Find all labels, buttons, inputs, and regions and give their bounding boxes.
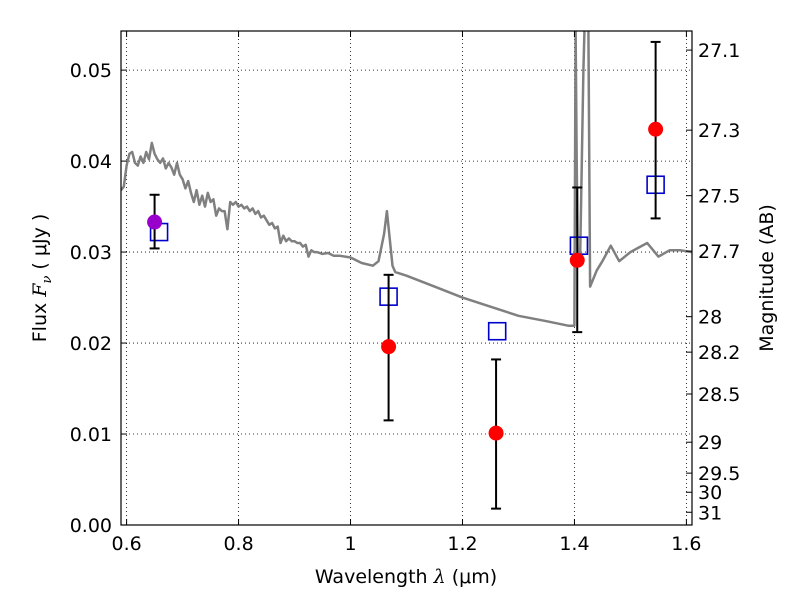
- y-tick-label: 0.04: [70, 151, 112, 173]
- x-tick-label: 1.2: [447, 533, 477, 555]
- y2-tick-label: 29: [698, 432, 722, 454]
- y2-tick-label: 28.5: [698, 384, 740, 406]
- y-tick-label: 0.02: [70, 333, 112, 355]
- y2-tick-label: 27.5: [698, 186, 740, 208]
- y2-tick-label: 27.7: [698, 241, 740, 263]
- observation-point: [648, 121, 664, 137]
- x-tick-label: 1.6: [671, 533, 701, 555]
- y-tick-label: 0.01: [70, 424, 112, 446]
- observation-point: [488, 425, 504, 441]
- observation-point: [147, 214, 163, 230]
- y2-tick-label: 30: [698, 482, 722, 504]
- y2-axis-label: Magnitude (AB): [756, 204, 778, 352]
- y-axis-label: Flux Fν ( μJy ): [29, 214, 55, 343]
- y2-tick-label: 27.3: [698, 120, 740, 142]
- y2-tick-label: 28: [698, 307, 722, 329]
- x-tick-label: 1: [344, 533, 356, 555]
- y-tick-label: 0.03: [70, 242, 112, 264]
- y-tick-label: 0.05: [70, 60, 112, 82]
- x-tick-label: 0.6: [111, 533, 141, 555]
- axis-ticks: 0.6 0.8 1 1.2 1.4 1.6 0.00 0.01 0.02 0.03 0.04 0.05…: [70, 31, 740, 555]
- model-spectrum-line: [121, 31, 692, 328]
- x-tick-label: 0.8: [223, 533, 253, 555]
- observation-point: [569, 252, 585, 268]
- plot-frame: [120, 30, 693, 526]
- observation-point: [381, 339, 397, 355]
- y2-tick-label: 28.2: [698, 342, 740, 364]
- y2-tick-label: 27.1: [698, 40, 740, 62]
- x-axis-label: Wavelength λ (μm): [315, 566, 497, 588]
- x-tick-label: 1.4: [559, 533, 589, 555]
- model-photometry-square: [487, 321, 507, 341]
- y2-tick-label: 31: [698, 502, 722, 524]
- y2-tick-label: 29.5: [698, 463, 740, 485]
- plot-area: [121, 31, 692, 510]
- y-tick-label: 0.00: [70, 515, 112, 537]
